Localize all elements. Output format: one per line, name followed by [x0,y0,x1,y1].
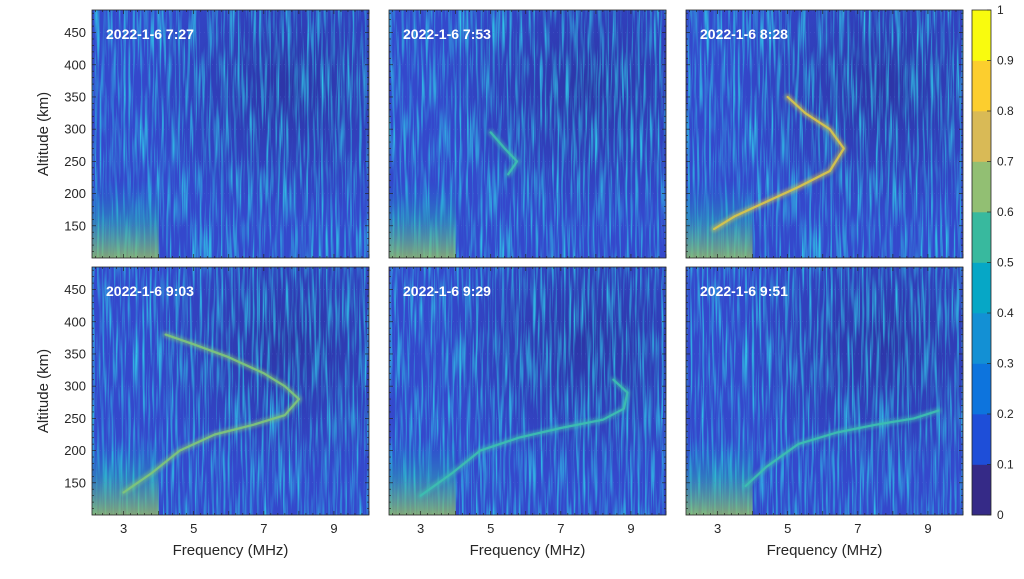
y-tick-label: 150 [64,218,86,233]
y-axis-label: Altitude (km) [35,349,52,433]
panel-frame [685,9,964,259]
colorbar-tick-label: 1 [997,3,1004,17]
panel-low-band [389,180,456,258]
colorbar-tick-label: 0.3 [997,357,1014,371]
colorbar-segment [972,262,991,314]
x-tick-label: 9 [330,521,337,536]
x-tick-label: 7 [260,521,267,536]
x-tick-label: 5 [487,521,494,536]
x-tick-label: 3 [714,521,721,536]
echo-trace [744,409,940,488]
y-tick-label: 150 [64,475,86,490]
y-tick-label: 200 [64,443,86,458]
x-tick-label: 7 [854,521,861,536]
y-tick-label: 300 [64,122,86,137]
panels-layer: 150 200 250 300 350 400 450 Altitude (km) 2022-1… [35,9,964,559]
panel-low-band [686,437,753,515]
colorbar-segment [972,464,991,516]
ionogram-panel: 3 5 7 9 Frequency (MHz) 2022-1-6 9:29 [388,266,667,559]
x-tick-label: 5 [190,521,197,536]
panel-frame [91,9,370,259]
panel-title: 2022-1-6 7:53 [403,26,491,42]
colorbar-segment [972,10,991,61]
panel-title: 2022-1-6 8:28 [700,26,788,42]
panel-frame [388,266,667,516]
ionogram-panel: 150 200 250 300 350 400 450 Altitude (km) 2022-1… [35,9,370,259]
y-tick-label: 250 [64,411,86,426]
panel-title: 2022-1-6 7:27 [106,26,194,42]
panel-frame [685,266,964,516]
y-tick-label: 200 [64,186,86,201]
colorbar-tick-label: 0.7 [997,155,1014,169]
colorbar-segment [972,363,991,415]
panel-plot-area [92,267,369,515]
colorbar-segment [972,313,991,364]
panel-title: 2022-1-6 9:51 [700,283,788,299]
y-tick-label: 400 [64,57,86,72]
panel-plot-area [686,267,963,515]
y-tick-label: 400 [64,314,86,329]
colorbar-segment [972,161,991,213]
panel-plot-area [389,267,666,515]
ionogram-panel: 3 5 7 9 Frequency (MHz) 2022-1-6 9:51 [685,266,964,559]
y-tick-label: 450 [64,25,86,40]
panel-plot-area [92,10,369,258]
y-tick-label: 300 [64,379,86,394]
ionogram-panel: 3 5 7 9 Frequency (MHz) 150 200 250 300 350 400 450… [35,266,370,559]
colorbar: 0 0.1 0.2 0.3 0.4 0.5 0.6 0.7 0.8 0.9 1 [971,3,1014,522]
echo-trace [489,131,519,176]
panel-title: 2022-1-6 9:03 [106,283,194,299]
echo-trace [122,333,300,494]
colorbar-tick-label: 0.9 [997,54,1014,68]
x-axis-label: Frequency (MHz) [767,542,883,559]
colorbar-tick-label: 0.6 [997,205,1014,219]
x-tick-label: 3 [417,521,424,536]
y-tick-label: 350 [64,89,86,104]
y-tick-label: 450 [64,282,86,297]
colorbar-tick-label: 0.8 [997,104,1014,118]
colorbar-segment [972,111,991,162]
panel-plot-area [389,10,666,258]
x-tick-label: 3 [120,521,127,536]
colorbar-tick-label: 0.5 [997,256,1014,270]
echo-trace [419,378,629,497]
panel-title: 2022-1-6 9:29 [403,283,491,299]
colorbar-segment [972,60,991,112]
colorbar-tick-label: 0.1 [997,458,1014,472]
panel-plot-area [686,10,963,258]
x-tick-label: 9 [924,521,931,536]
panel-frame [91,266,370,516]
colorbar-segment [972,212,991,263]
colorbar-tick-label: 0 [997,508,1004,522]
colorbar-tick-label: 0.4 [997,306,1014,320]
x-axis-label: Frequency (MHz) [470,542,586,559]
ionogram-panel: 2022-1-6 8:28 [685,9,964,259]
y-tick-label: 350 [64,346,86,361]
x-axis-label: Frequency (MHz) [173,542,289,559]
panel-frame [388,9,667,259]
y-tick-label: 250 [64,154,86,169]
x-tick-label: 9 [627,521,634,536]
y-axis-label: Altitude (km) [35,92,52,176]
colorbar-tick-label: 0.2 [997,407,1014,421]
panel-low-band [92,180,159,258]
echo-trace [713,95,845,231]
panel-low-band [686,180,753,258]
colorbar-segment [972,414,991,465]
ionogram-panel: 2022-1-6 7:53 [388,9,667,259]
x-tick-label: 5 [784,521,791,536]
x-tick-label: 7 [557,521,564,536]
